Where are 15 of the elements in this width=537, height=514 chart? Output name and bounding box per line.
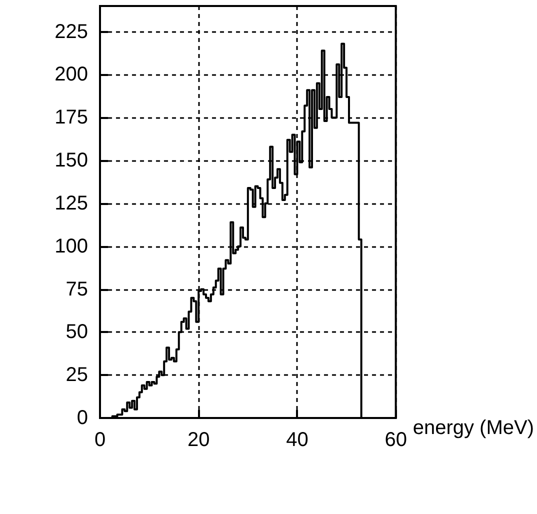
x-tick-label: 0 [94,429,106,451]
x-axis-title: energy (MeV) [412,417,534,439]
y-tick-label: 50 [66,321,88,344]
y-tick-label: 125 [54,192,88,214]
y-tick-label: 175 [54,106,88,129]
y-tick-label: 225 [54,20,88,43]
x-tick-label: 60 [384,429,407,451]
y-tick-label: 200 [54,64,88,86]
y-tick-label: 100 [54,235,88,258]
x-tick-label: 20 [187,429,210,451]
x-tick-label: 40 [286,429,308,451]
y-tick-label: 150 [54,150,88,172]
y-tick-label: 25 [66,364,88,386]
y-tick-label: 0 [76,407,88,429]
y-tick-label: 75 [66,278,88,300]
